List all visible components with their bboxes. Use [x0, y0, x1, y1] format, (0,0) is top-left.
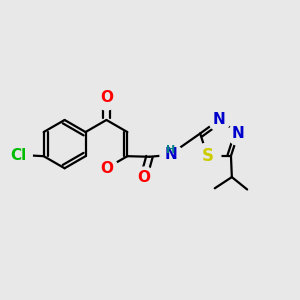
Text: Cl: Cl	[10, 148, 26, 163]
Text: O: O	[100, 161, 113, 176]
Text: O: O	[137, 170, 150, 185]
Text: N: N	[213, 112, 226, 127]
Text: O: O	[100, 90, 113, 105]
Text: H: H	[166, 145, 175, 155]
Text: S: S	[201, 147, 213, 165]
Text: N: N	[232, 126, 244, 141]
Text: N: N	[164, 147, 177, 162]
